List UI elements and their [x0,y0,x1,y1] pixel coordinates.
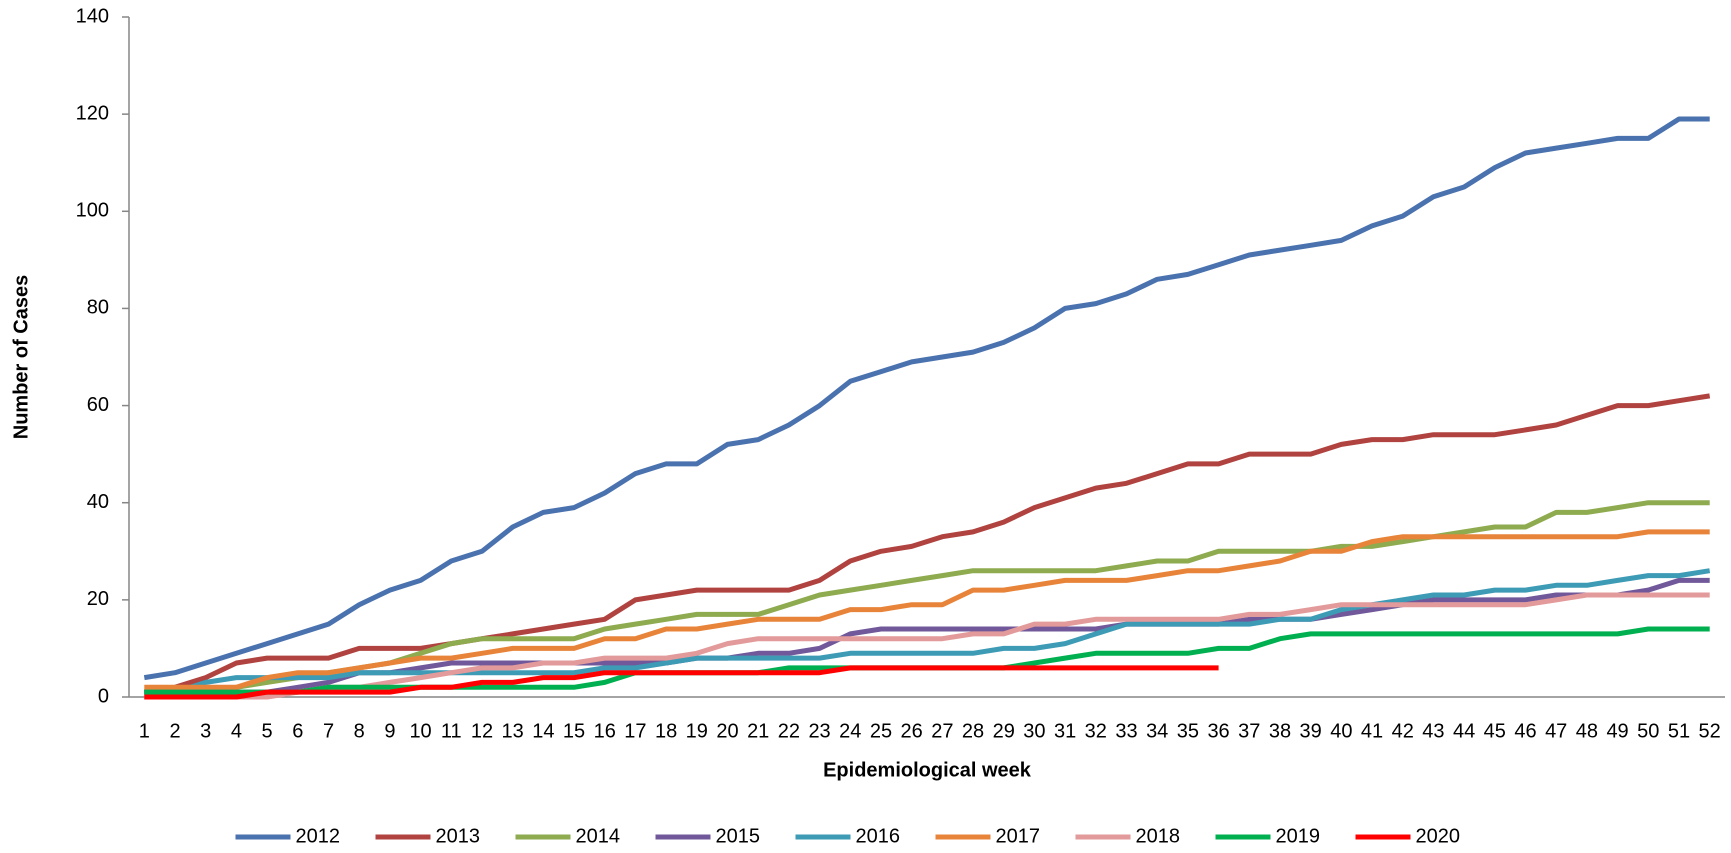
x-tick-label: 21 [747,720,769,742]
series-line [144,529,1710,690]
x-tick-label: 19 [686,720,708,742]
x-tick-label: 16 [594,720,616,742]
x-tick-label: 12 [471,720,493,742]
x-tick-label: 1 [139,720,150,742]
y-tick-label: 100 [76,200,109,222]
x-tick-label: 43 [1422,720,1444,742]
x-tick-label: 50 [1637,720,1659,742]
x-tick-label: 41 [1361,720,1383,742]
x-tick-label: 38 [1269,720,1291,742]
series-line [144,568,1711,695]
legend-label: 2019 [1276,825,1321,847]
y-tick-label: 20 [87,588,109,610]
legend-label: 2018 [1136,825,1181,847]
legend-label: 2016 [856,825,901,847]
x-tick-label: 7 [323,720,334,742]
x-tick-label: 10 [409,720,431,742]
y-tick-label: 60 [87,394,109,416]
x-tick-label: 35 [1177,720,1199,742]
x-tick-label: 2 [169,720,180,742]
x-tick-label: 15 [563,720,585,742]
x-tick-label: 52 [1699,720,1721,742]
x-tick-label: 48 [1576,720,1598,742]
x-tick-label: 36 [1207,720,1229,742]
legend-label: 2015 [716,825,761,847]
legend-label: 2012 [296,825,341,847]
y-tick-label: 80 [87,297,109,319]
x-tick-label: 39 [1300,720,1322,742]
legend-label: 2014 [576,825,621,847]
x-tick-label: 34 [1146,720,1168,742]
x-tick-label: 3 [200,720,211,742]
x-tick-label: 49 [1606,720,1628,742]
y-axis-title: Number of Cases [10,275,32,440]
series-line [143,393,1711,695]
x-tick-label: 51 [1668,720,1690,742]
series-line [144,592,1710,700]
x-tick-label: 14 [532,720,554,742]
x-tick-label: 23 [808,720,830,742]
x-tick-label: 17 [624,720,646,742]
x-tick-label: 25 [870,720,892,742]
x-tick-label: 18 [655,720,677,742]
x-tick-label: 33 [1115,720,1137,742]
x-tick-label: 28 [962,720,984,742]
x-tick-label: 9 [384,720,395,742]
x-tick-label: 5 [262,720,273,742]
x-tick-label: 11 [441,720,462,742]
y-tick-label: 120 [76,102,109,124]
x-tick-label: 13 [502,720,524,742]
y-tick-label: 140 [76,5,109,27]
legend-label: 2020 [1416,825,1461,847]
x-tick-label: 8 [354,720,365,742]
y-tick-label: 40 [87,491,109,513]
x-tick-label: 46 [1514,720,1536,742]
series-line [144,665,1219,700]
legend-label: 2017 [996,825,1041,847]
series-line [143,116,1710,681]
y-tick-label: 0 [98,685,109,707]
x-tick-label: 29 [993,720,1015,742]
x-tick-label: 44 [1453,720,1475,742]
x-tick-label: 42 [1392,720,1414,742]
x-tick-label: 26 [901,720,923,742]
x-tick-label: 30 [1023,720,1045,742]
x-tick-label: 37 [1238,720,1260,742]
x-tick-label: 31 [1054,720,1076,742]
x-axis-title: Epidemiological week [823,759,1032,781]
x-tick-label: 20 [716,720,738,742]
x-tick-label: 27 [931,720,953,742]
legend-label: 2013 [436,825,481,847]
x-tick-label: 45 [1484,720,1506,742]
x-tick-label: 22 [778,720,800,742]
x-tick-label: 6 [292,720,303,742]
x-tick-label: 24 [839,720,861,742]
x-tick-label: 47 [1545,720,1567,742]
x-tick-label: 32 [1085,720,1107,742]
x-tick-label: 40 [1330,720,1352,742]
x-tick-label: 4 [231,720,242,742]
